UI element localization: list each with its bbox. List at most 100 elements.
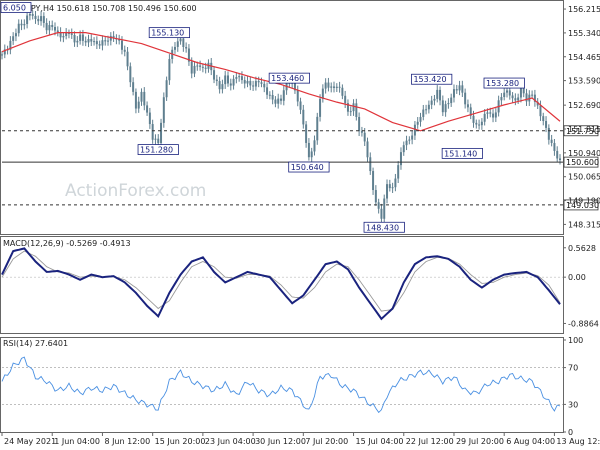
candle-body — [355, 103, 358, 117]
candle-body — [9, 40, 12, 50]
candle-body — [436, 89, 439, 99]
price-annotation-box — [483, 77, 525, 89]
price-tick-label: 152.690 — [568, 101, 600, 110]
candle-body — [411, 135, 414, 140]
candle-body — [151, 124, 154, 140]
candle-body — [430, 100, 433, 105]
candle-body — [129, 66, 132, 83]
candle-body — [391, 187, 394, 189]
candle-body — [358, 116, 361, 132]
candle-body — [112, 35, 115, 39]
candle-body — [37, 18, 40, 22]
price-tick-label: 151.815 — [568, 125, 600, 134]
price-annotation-label: 151.280 — [140, 146, 173, 155]
watermark: ActionForex.com — [65, 181, 206, 201]
candle-body — [447, 103, 450, 105]
candle-body — [305, 124, 308, 143]
candle-body — [31, 14, 34, 16]
candle-body — [221, 84, 224, 90]
macd-title: MACD(12,26,9) -0.5269 -0.4913 — [3, 239, 131, 248]
candle-body — [238, 76, 241, 78]
candle-body — [550, 139, 553, 143]
candle-body — [213, 70, 216, 80]
candle-body — [517, 97, 520, 101]
x-tick-label: 23 Jun 04:00 — [205, 437, 256, 446]
candle-body — [559, 158, 561, 161]
candle-body — [23, 24, 26, 26]
candle-body — [118, 39, 121, 41]
candle-body — [360, 131, 363, 133]
candle-body — [254, 81, 257, 87]
candle-body — [257, 81, 260, 83]
candle-body — [162, 97, 165, 123]
candle-body — [321, 88, 324, 99]
candle-body — [324, 82, 327, 89]
candle-body — [500, 97, 503, 101]
candle-body — [441, 100, 444, 113]
x-tick-label: 15 Jul 04:00 — [356, 437, 404, 446]
candle-body — [101, 40, 104, 46]
candle-body — [377, 202, 380, 209]
candle-body — [313, 140, 316, 152]
candle-body — [492, 113, 495, 118]
candle-body — [531, 94, 534, 96]
candle-body — [349, 111, 352, 113]
candle-body — [54, 26, 57, 31]
candle-body — [190, 61, 193, 74]
candle-body — [232, 78, 235, 86]
x-tick-label: 1 Jun 04:00 — [54, 437, 100, 446]
candle-body — [539, 105, 542, 117]
candle-body — [519, 87, 522, 98]
level-label: 150.600 — [566, 158, 599, 167]
candle-body — [109, 35, 112, 41]
price-annotation-label: 153.420 — [413, 75, 446, 84]
candle-body — [218, 81, 221, 90]
price-tick-label: 156.215 — [568, 5, 600, 14]
price-annotation-label: 151.140 — [444, 149, 477, 158]
symbol-header: GBPJPY,H4 150.618 150.708 150.496 150.60… — [12, 4, 197, 13]
candle-body — [226, 75, 229, 84]
candle-body — [14, 33, 17, 37]
level-label: 151.750 — [566, 127, 599, 136]
x-tick-label: 30 Jun 12:00 — [255, 437, 306, 446]
candle-body — [146, 105, 149, 113]
macd-signal-line — [1, 250, 561, 312]
candle-body — [176, 41, 179, 47]
candle-body — [40, 16, 43, 22]
price-annotation-box — [268, 72, 310, 84]
price-annotation-box — [148, 27, 190, 39]
candle-body — [494, 112, 497, 118]
candle-body — [201, 66, 204, 68]
candle-body — [196, 65, 199, 67]
candle-body — [79, 34, 82, 41]
candle-body — [126, 51, 129, 67]
candle-body — [95, 41, 98, 45]
candle-body — [277, 98, 280, 104]
candle-body — [330, 86, 333, 88]
candle-body — [478, 124, 481, 126]
x-tick-label: 13 Aug 12:00 — [556, 437, 600, 446]
candle-body — [157, 138, 160, 144]
candle-body — [480, 121, 483, 126]
price-tick-label: 153.590 — [568, 77, 600, 86]
candle-body — [107, 40, 110, 42]
candle-body — [120, 40, 123, 50]
price-tick-label: 154.465 — [568, 53, 600, 62]
price-annotation-label: 153.280 — [486, 79, 519, 88]
candle-body — [464, 92, 467, 105]
candle-body — [333, 86, 336, 88]
candle-body — [461, 85, 464, 93]
candle-body — [12, 36, 15, 41]
candle-body — [327, 82, 330, 88]
candle-body — [486, 112, 489, 114]
candle-body — [366, 141, 369, 158]
candle-body — [455, 89, 458, 91]
candle-body — [143, 91, 146, 106]
candle-body — [266, 87, 269, 95]
candle-body — [246, 80, 249, 84]
price-annotation-label: 153.460 — [271, 74, 304, 83]
macd-tick-label: 0.5628 — [568, 244, 596, 253]
candle-body — [263, 83, 266, 88]
candle-body — [503, 92, 506, 98]
candle-body — [394, 178, 397, 188]
